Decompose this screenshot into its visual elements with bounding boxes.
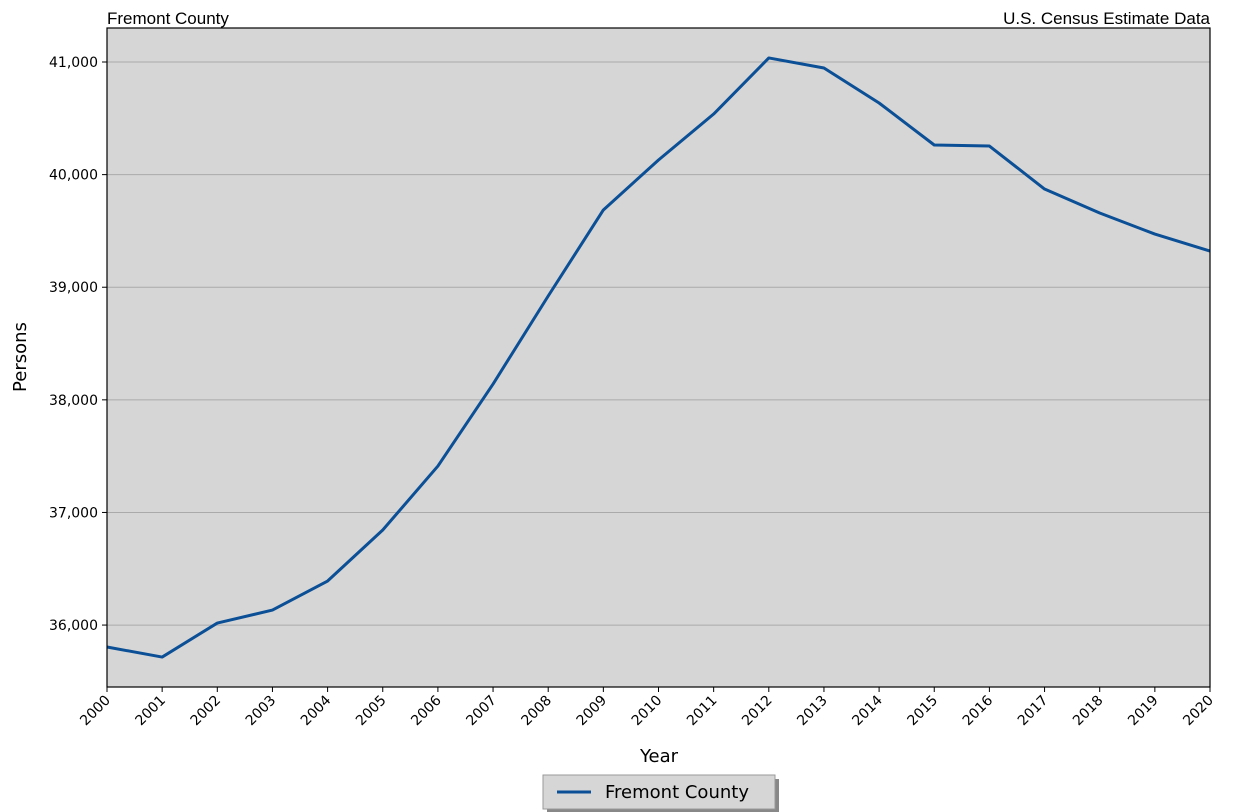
x-tick-label: 2000 [77,693,114,730]
y-tick-label: 37,000 [49,505,98,521]
x-tick-label: 2011 [684,693,721,730]
x-tick-label: 2013 [794,693,831,730]
title-left: Fremont County [107,9,229,28]
x-tick-label: 2005 [353,693,390,730]
x-tick-label: 2018 [1070,693,1107,730]
x-tick-label: 2007 [463,693,500,730]
plot-background [107,28,1210,687]
x-tick-label: 2012 [739,693,776,730]
y-tick-label: 40,000 [49,168,98,184]
x-tick-label: 2016 [960,692,997,729]
x-tick-label: 2019 [1125,693,1162,730]
x-tick-label: 2006 [408,692,445,729]
x-tick-label: 2010 [629,693,666,730]
x-tick-label: 2014 [849,692,886,729]
x-tick-label: 2001 [132,693,169,730]
x-tick-label: 2015 [905,693,942,730]
x-tick-label: 2009 [574,693,611,730]
x-tick-label: 2002 [188,693,225,730]
y-tick-label: 36,000 [49,618,98,634]
data-line [106,56,1211,659]
y-tick-label: 38,000 [49,393,98,409]
y-axis-label: Persons [10,322,31,392]
legend-label: Fremont County [605,782,749,803]
x-tick-label: 2004 [298,692,335,729]
title-right: U.S. Census Estimate Data [1003,9,1210,28]
x-tick-label: 2003 [243,693,280,730]
x-tick-label: 2017 [1015,693,1052,730]
plot-frame [106,27,1211,688]
x-tick-label: 2020 [1180,693,1217,730]
x-axis-label: Year [639,746,679,767]
y-tick-label: 41,000 [49,55,98,71]
x-tick-label: 2008 [519,693,556,730]
y-tick-label: 39,000 [49,280,98,296]
